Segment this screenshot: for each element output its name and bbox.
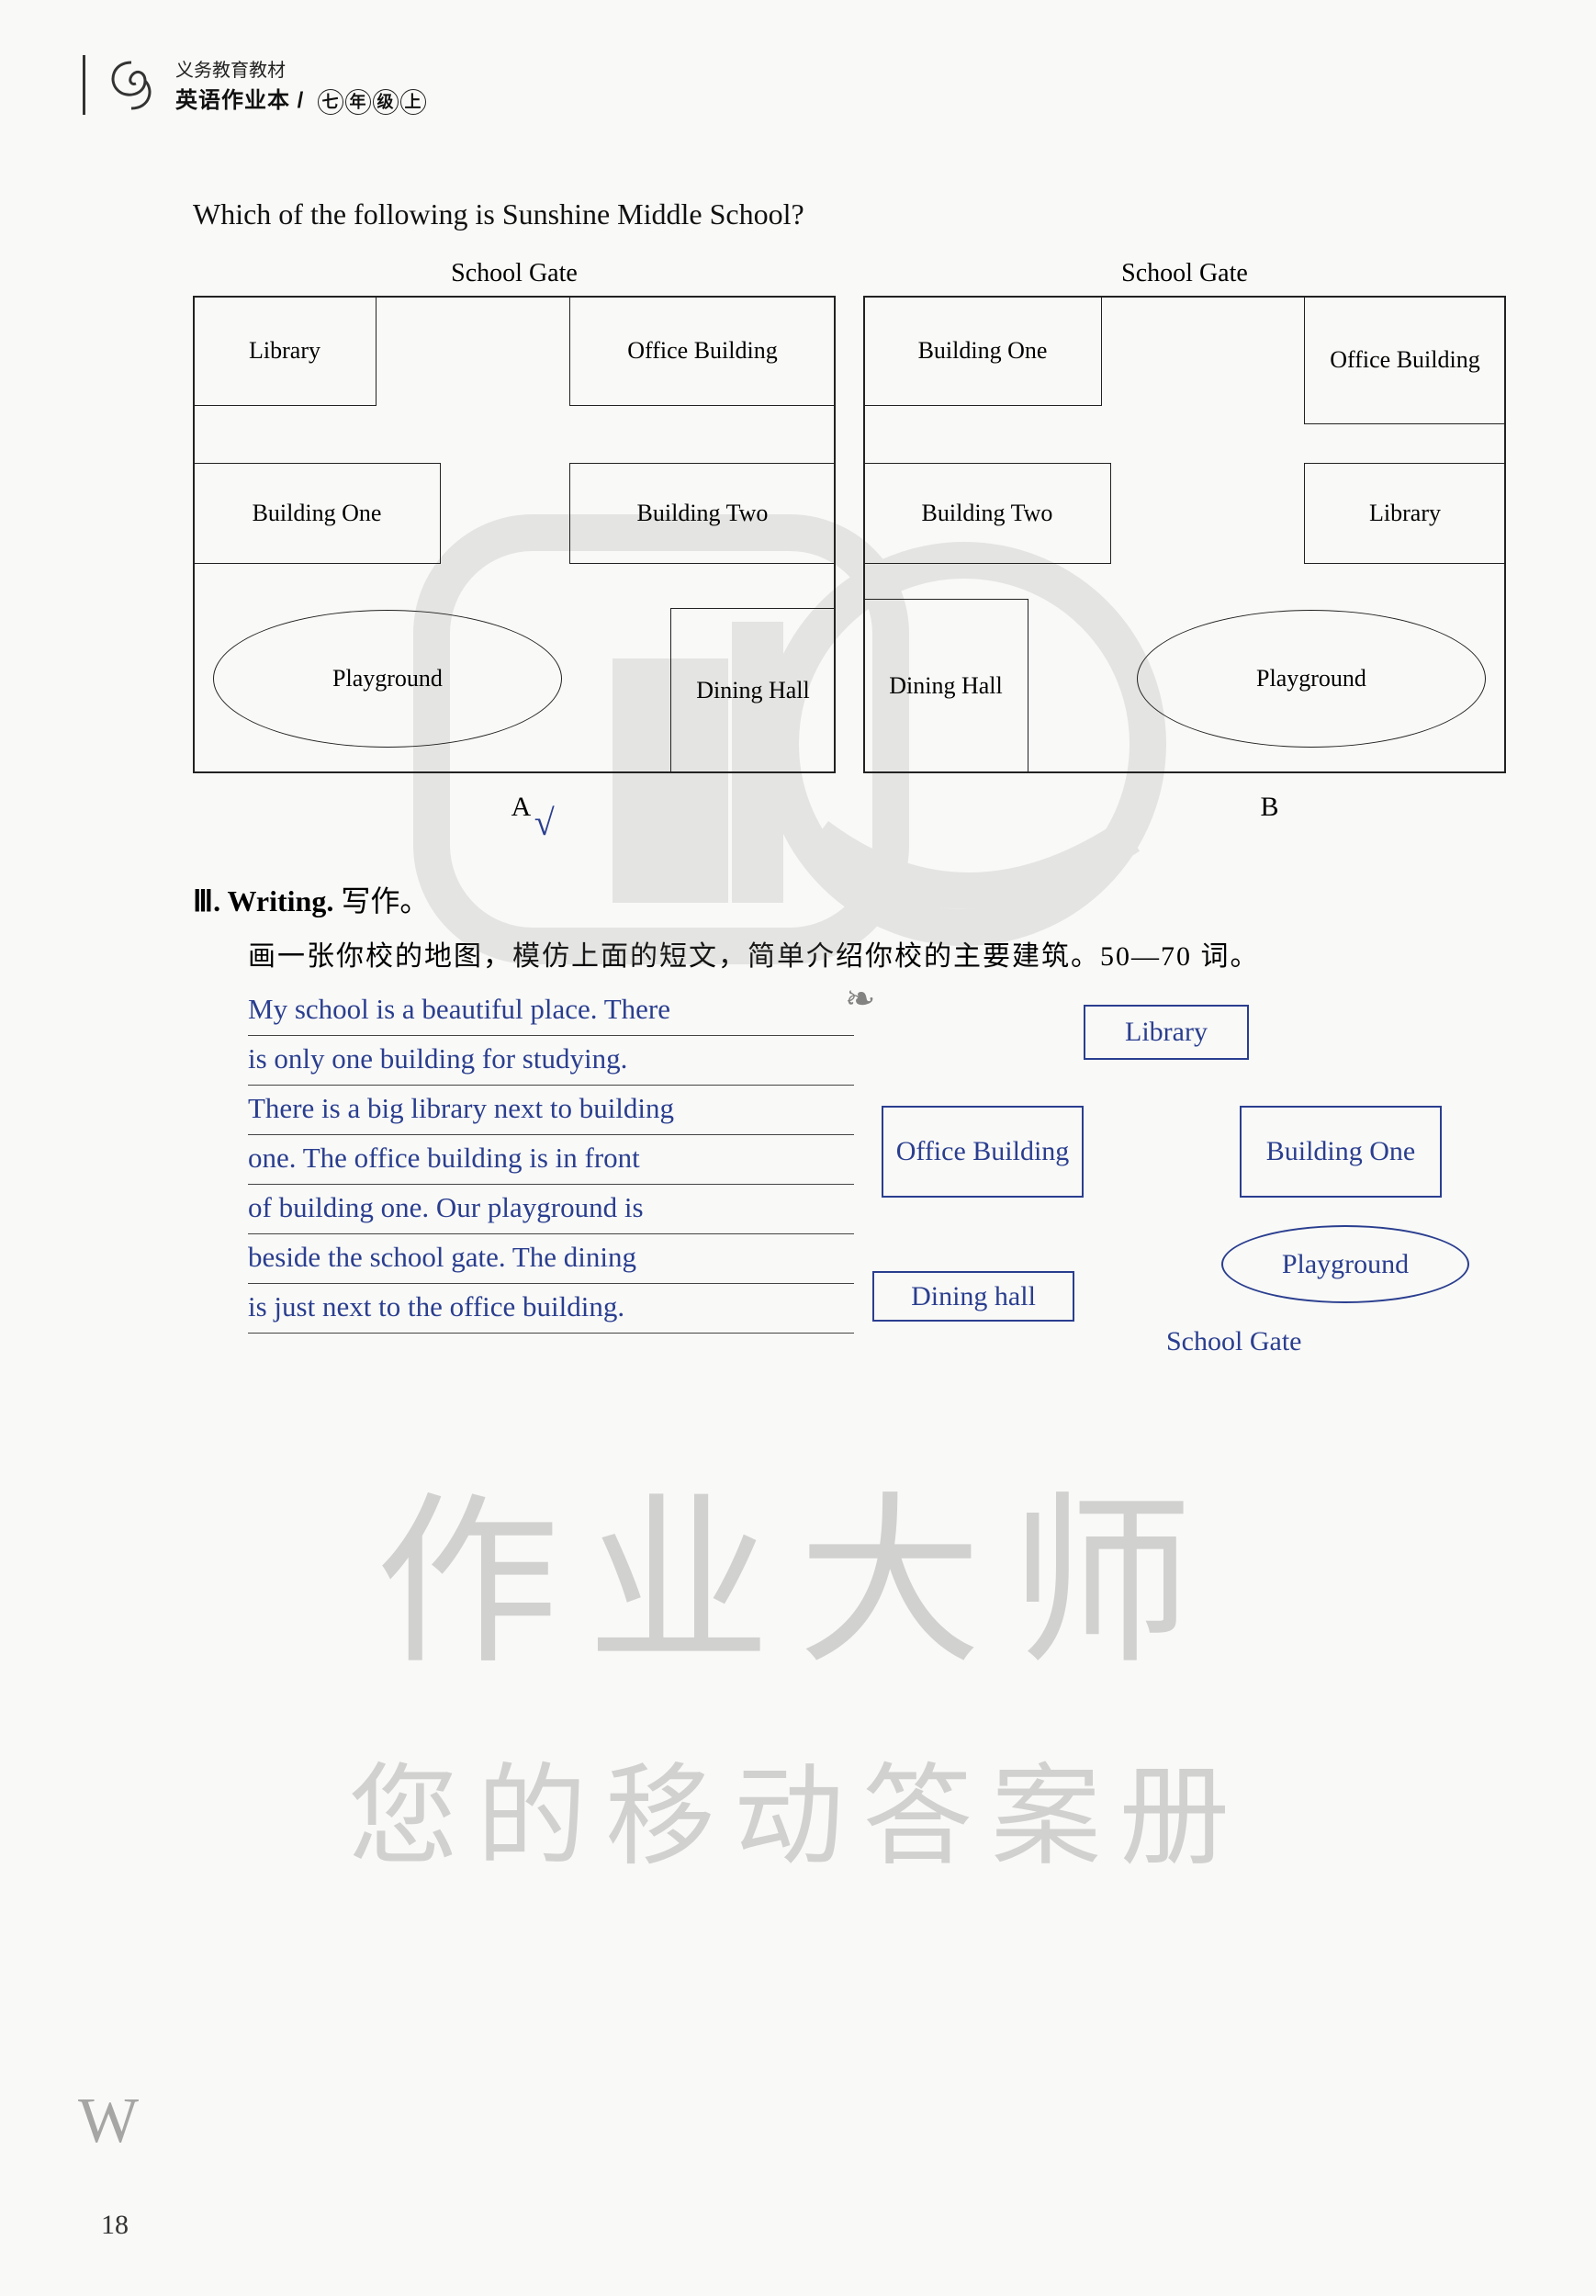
option-labels: A √ B <box>193 792 1506 823</box>
diag-b-b1: Building One <box>863 296 1102 406</box>
logo-icon <box>104 58 159 113</box>
grade-badge: 七年级上 <box>317 89 427 115</box>
diag-b-dining: Dining Hall <box>863 599 1028 773</box>
header-subtitle: 义务教育教材 <box>175 55 427 82</box>
diagram-a-gate: School Gate <box>193 259 836 288</box>
diagrams-row: School Gate Library Office Building Buil… <box>193 259 1506 773</box>
smap-office: Office Building <box>882 1106 1084 1198</box>
diag-b-b2: Building Two <box>863 463 1111 564</box>
page-number: 18 <box>101 2210 129 2241</box>
option-b: B <box>849 792 1506 823</box>
section-3-heading: Ⅲ. Writing. 写作。 <box>193 878 1506 920</box>
option-a: A √ <box>193 792 849 823</box>
answer-checkmark: √ <box>534 801 555 844</box>
writing-line: one. The office building is in front <box>248 1135 854 1185</box>
diag-a-b2: Building Two <box>569 463 836 564</box>
writing-line: beside the school gate. The dining <box>248 1234 854 1284</box>
footer-letter: W <box>78 2085 139 2158</box>
diag-b-office: Office Building <box>1304 296 1506 424</box>
diagram-a: Library Office Building Building One Bui… <box>193 296 836 773</box>
writing-block: My school is a beautiful place. There is… <box>248 986 1506 1390</box>
diagram-b-container: School Gate Building One Office Building… <box>863 259 1506 773</box>
worksheet-page: 义务教育教材 英语作业本 / 七年级上 Which of the followi… <box>0 0 1596 2296</box>
page-header: 义务教育教材 英语作业本 / 七年级上 <box>83 55 1513 115</box>
watermark-line2: 您的移动答案册 <box>0 1727 1596 1886</box>
writing-line: There is a big library next to building <box>248 1086 854 1135</box>
diag-a-dining: Dining Hall <box>670 608 836 773</box>
smap-library: Library <box>1084 1005 1249 1060</box>
diagram-b: Building One Office Building Building Tw… <box>863 296 1506 773</box>
diag-b-library: Library <box>1304 463 1506 564</box>
writing-lines: My school is a beautiful place. There is… <box>248 986 854 1390</box>
diagram-a-container: School Gate Library Office Building Buil… <box>193 259 836 773</box>
content-area: Which of the following is Sunshine Middl… <box>193 197 1506 1390</box>
diag-a-playground: Playground <box>213 610 562 748</box>
header-title: 英语作业本 / 七年级上 <box>175 82 427 115</box>
leaf-decoration-icon: ❧ <box>845 977 876 1020</box>
smap-playground: Playground <box>1221 1225 1469 1303</box>
header-text: 义务教育教材 英语作业本 / 七年级上 <box>175 55 427 115</box>
diag-a-b1: Building One <box>193 463 441 564</box>
diag-a-office: Office Building <box>569 296 836 406</box>
diagram-b-gate: School Gate <box>863 259 1506 288</box>
question-text: Which of the following is Sunshine Middl… <box>193 197 1506 231</box>
smap-gate: School Gate <box>1166 1326 1301 1357</box>
diag-a-library: Library <box>193 296 377 406</box>
writing-line: is just next to the office building. <box>248 1284 854 1334</box>
smap-b1: Building One <box>1240 1106 1442 1198</box>
section-3-instruction: 画一张你校的地图，模仿上面的短文，简单介绍你校的主要建筑。50—70 词。 <box>248 933 1506 974</box>
watermark-line1: 作业大师 <box>0 1433 1596 1699</box>
smap-dining: Dining hall <box>872 1271 1074 1322</box>
student-map: ❧ Library Office Building Building One P… <box>872 986 1515 1390</box>
diag-b-playground: Playground <box>1137 610 1486 748</box>
writing-line: of building one. Our playground is <box>248 1185 854 1234</box>
writing-line: My school is a beautiful place. There <box>248 986 854 1036</box>
writing-line: is only one building for studying. <box>248 1036 854 1086</box>
